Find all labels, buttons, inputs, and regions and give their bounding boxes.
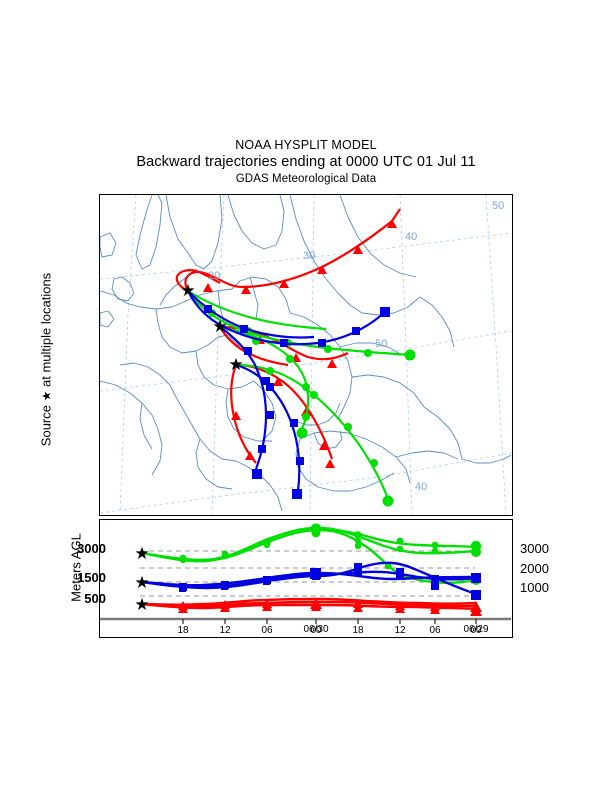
coastlines xyxy=(100,195,511,512)
source-label-suffix: at multiple locations xyxy=(38,272,54,387)
alt-right-label-2000: 2000 xyxy=(520,561,549,576)
grid-label-1: 30 xyxy=(303,250,315,262)
alt-right-label-1000: 1000 xyxy=(520,580,549,595)
x-tick-0: 18 xyxy=(177,625,189,636)
altitude-panel[interactable]: ★ ★ ★ 18 12 06 00 xyxy=(99,519,513,638)
x-tick-2: 06 xyxy=(261,625,273,636)
grid-label-5: 40 xyxy=(415,481,427,493)
map-svg: ★ ★ ★ 20 30 40 50 50 40 xyxy=(100,195,511,514)
alt-star-blue: ★ xyxy=(134,573,149,592)
x-tick-1: 12 xyxy=(219,625,231,636)
x-tick-5: 12 xyxy=(394,625,406,636)
star-icon: ★ xyxy=(39,390,54,402)
alt-source-stars: ★ ★ ★ xyxy=(134,544,149,614)
altitude-gridlines xyxy=(140,550,475,597)
title-met-data: GDAS Meteorological Data xyxy=(235,173,377,185)
x-date-label-0630: 06/30 xyxy=(303,624,329,635)
map-side-label: Source ★ at multiple locations xyxy=(39,230,54,490)
x-tick-7: 00 xyxy=(470,625,482,636)
grid-label-4: 50 xyxy=(375,338,387,350)
alt-blue-group xyxy=(141,561,477,596)
map-panel[interactable]: ★ ★ ★ 20 30 40 50 50 40 xyxy=(99,194,513,516)
source-star-2: ★ xyxy=(212,317,227,336)
alt-x-ticks xyxy=(182,619,477,624)
altitude-axis-title: Meters AGL xyxy=(68,533,84,602)
alt-right-label-3000: 3000 xyxy=(520,541,549,556)
altitude-svg: ★ ★ ★ 18 12 06 00 xyxy=(100,523,511,636)
graticule xyxy=(100,195,511,514)
grid-label-3: 50 xyxy=(492,200,504,212)
source-star-1: ★ xyxy=(180,281,195,300)
alt-x-tick-labels: 18 12 06 00 18 12 06 00 xyxy=(177,625,482,636)
title-trajectory: Backward trajectories ending at 0000 UTC… xyxy=(136,154,476,170)
title-model: NOAA HYSPLIT MODEL xyxy=(235,138,377,152)
x-tick-3: 00 xyxy=(310,625,322,636)
x-tick-6: 06 xyxy=(429,625,441,636)
plot-titles: NOAA HYSPLIT MODEL Backward trajectories… xyxy=(0,138,612,187)
trajectory-red-group xyxy=(175,208,401,464)
source-label-text: Source xyxy=(38,405,54,447)
grid-label-2: 40 xyxy=(405,231,417,243)
graticule-labels: 20 30 40 50 50 40 xyxy=(208,200,504,493)
alt-star-green: ★ xyxy=(134,544,149,563)
alt-left-label-3000: 3000 xyxy=(77,541,106,556)
alt-left-label-1500: 1500 xyxy=(77,570,106,585)
source-star-3: ★ xyxy=(228,355,243,374)
trajectory-red-markers xyxy=(203,219,397,468)
grid-label-0: 20 xyxy=(208,270,220,282)
alt-red-markers xyxy=(178,598,482,616)
x-date-label-0629: 06/29 xyxy=(463,624,489,635)
trajectory-blue-markers xyxy=(204,305,390,499)
alt-star-red: ★ xyxy=(134,595,149,614)
alt-red-group xyxy=(141,597,477,611)
x-tick-4: 18 xyxy=(352,625,364,636)
alt-left-label-500: 500 xyxy=(84,591,106,606)
alt-blue-markers xyxy=(179,563,481,600)
source-star-markers: ★ ★ ★ xyxy=(180,281,243,374)
